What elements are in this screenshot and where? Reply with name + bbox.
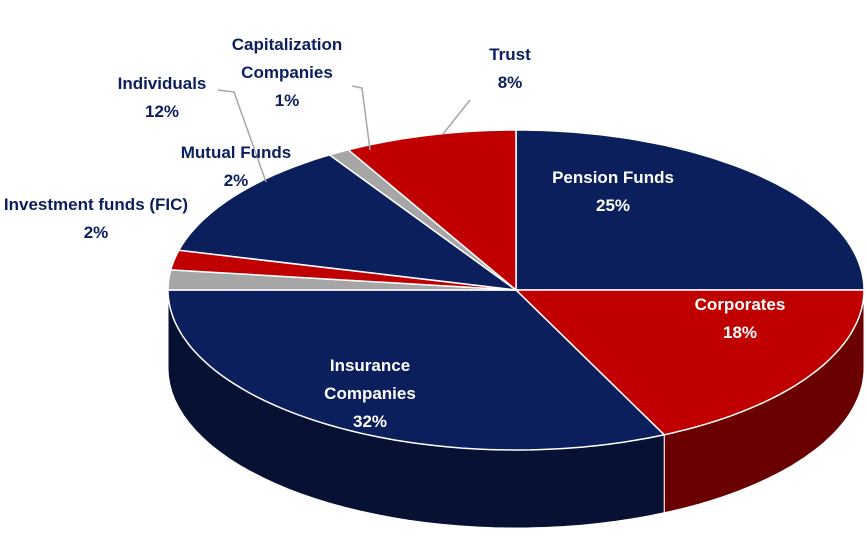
slice-label: Pension Funds 25% <box>533 164 693 220</box>
value-label: 8% <box>497 73 523 92</box>
pie-slice <box>177 154 519 292</box>
pie-slice <box>515 129 865 291</box>
category-label: Pension Funds <box>552 168 674 187</box>
slice-label: Individuals 12% <box>102 70 222 126</box>
category-label: Trust <box>489 45 531 64</box>
pie-slice <box>514 289 865 436</box>
category-label: Corporates <box>694 295 786 314</box>
value-label: 12% <box>144 102 180 121</box>
category-label: Capitalization Companies <box>231 35 343 82</box>
category-label: Investment funds (FIC) <box>3 195 189 214</box>
slice-label: Corporates 18% <box>660 291 820 347</box>
category-label: Individuals <box>117 74 207 93</box>
category-label: Insurance Companies <box>324 356 416 403</box>
leader-line <box>217 89 267 183</box>
slice-label: Investment funds (FIC) 2% <box>1 191 191 247</box>
value-label: 25% <box>595 196 631 215</box>
value-label: 1% <box>274 91 300 110</box>
value-label: 18% <box>722 323 758 342</box>
pie-slice <box>167 289 666 451</box>
leader-line <box>351 85 371 151</box>
value-label: 2% <box>83 223 109 242</box>
value-label: 32% <box>352 412 388 431</box>
slice-label: Insurance Companies 32% <box>305 352 435 436</box>
slice-label: Trust 8% <box>460 41 560 97</box>
value-label: 2% <box>223 171 249 190</box>
slice-label: Mutual Funds 2% <box>156 139 316 195</box>
leader-line <box>442 99 471 135</box>
category-label: Mutual Funds <box>180 143 292 162</box>
slice-label: Capitalization Companies 1% <box>212 31 362 115</box>
